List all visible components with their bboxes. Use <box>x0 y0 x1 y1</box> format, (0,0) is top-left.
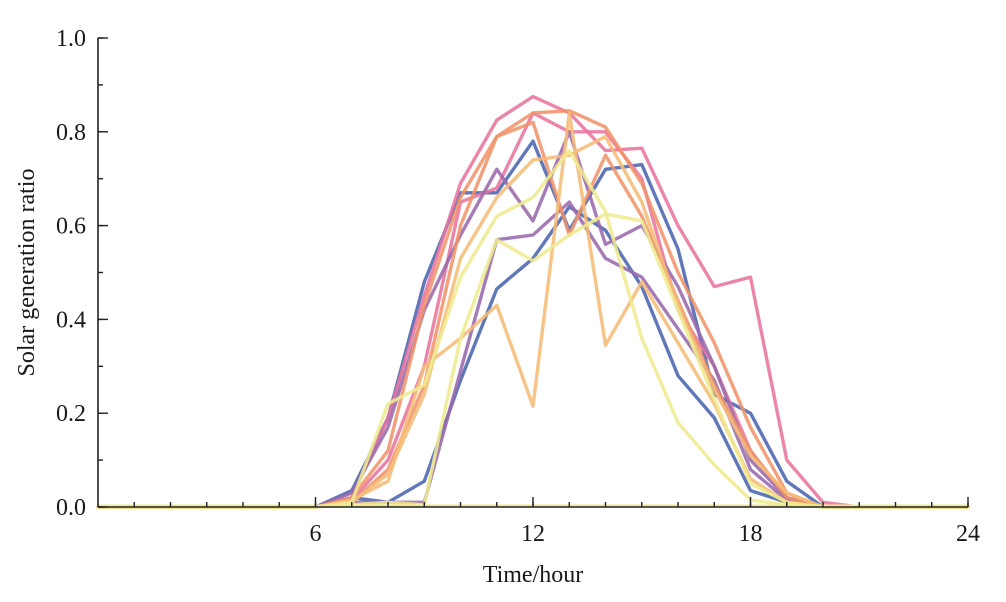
y-tick-label: 0.2 <box>56 401 86 427</box>
y-tick-label: 0.0 <box>56 495 86 521</box>
series-line-day-5 <box>96 130 970 509</box>
series-line-day-10 <box>96 134 970 509</box>
y-axis-title: Solar generation ratio <box>14 169 40 377</box>
y-major-ticks <box>98 37 108 508</box>
x-tick-label: 6 <box>310 521 322 547</box>
y-tick-label: 0.4 <box>56 307 86 333</box>
y-tick-label: 0.8 <box>56 120 86 146</box>
x-tick-labels: 6 12 18 24 <box>310 521 981 547</box>
series-line-day-6 <box>96 200 970 509</box>
y-tick-label: 0.6 <box>56 214 86 240</box>
series-line-day-3 <box>96 94 970 509</box>
series-line-day-9 <box>96 111 970 509</box>
x-minor-ticks <box>133 502 969 507</box>
series-line-day-11 <box>96 148 970 509</box>
series-line-day-7 <box>96 109 970 509</box>
x-tick-label: 18 <box>739 521 763 547</box>
x-axis-title: Time/hour <box>483 562 583 588</box>
series-line-day-2 <box>96 205 970 509</box>
x-tick-label: 24 <box>956 521 980 547</box>
y-tick-labels: 0.0 0.2 0.4 0.6 0.8 1.0 <box>56 26 86 521</box>
series-line-day-8 <box>96 120 970 509</box>
series-line-day-4 <box>96 111 970 509</box>
x-tick-label: 12 <box>521 521 545 547</box>
series-layer <box>96 94 970 509</box>
y-tick-label: 1.0 <box>56 26 86 52</box>
x-major-ticks <box>314 497 969 507</box>
